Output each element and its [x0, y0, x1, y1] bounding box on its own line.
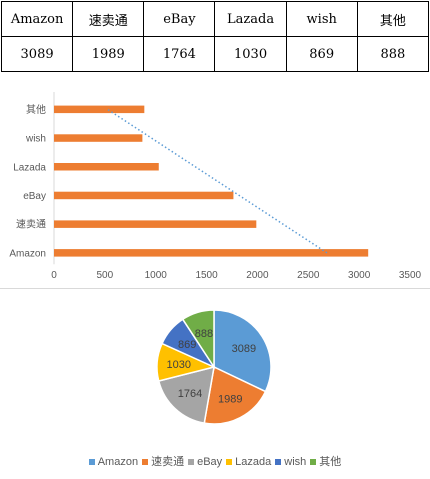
pie-data-label: 1030 — [167, 359, 191, 371]
table-header-cell: Amazon — [0, 1, 74, 37]
bar — [54, 134, 143, 142]
category-label: 速卖通 — [16, 219, 46, 231]
table-cell: 1764 — [143, 36, 216, 72]
x-tick-label: 2000 — [246, 270, 269, 281]
legend-label: Amazon — [97, 456, 139, 468]
legend-label: Lazada — [235, 456, 272, 468]
legend-swatch — [310, 459, 317, 466]
legend-label: 其他 — [319, 456, 342, 468]
legend-item: 速卖通 — [142, 453, 184, 469]
legend-swatch — [88, 459, 95, 466]
pie-data-label: 888 — [195, 328, 213, 340]
category-label: Lazada — [13, 162, 46, 173]
pie-data-label: 1764 — [178, 388, 202, 400]
table-cell: 3089 — [0, 36, 74, 72]
legend-item: wish — [275, 456, 306, 468]
table-row: 3089 1989 1764 1030 869 888 — [0, 36, 430, 72]
legend-swatch — [275, 459, 282, 466]
legend-swatch — [226, 459, 233, 466]
bar — [54, 105, 145, 114]
legend-label: 速卖通 — [151, 456, 185, 468]
pie-data-label: 3089 — [232, 343, 256, 355]
pie-slice — [181, 309, 215, 370]
table-cell: 1989 — [72, 36, 145, 72]
divider — [0, 288, 430, 289]
table-header-cell: 其他 — [356, 1, 430, 37]
legend-item: Lazada — [226, 456, 271, 468]
bar — [54, 249, 369, 257]
x-tick-label: 3000 — [348, 270, 371, 281]
table-cell: 888 — [356, 36, 430, 72]
table-header-cell: eBay — [143, 1, 216, 37]
category-label: eBay — [23, 191, 46, 202]
pie-data-label: 869 — [178, 339, 196, 351]
legend-swatch — [142, 459, 149, 466]
data-table: Amazon 速卖通 eBay Lazada wish 其他 3089 1989… — [0, 1, 430, 72]
legend-label: eBay — [197, 456, 223, 468]
pie-slice — [157, 365, 215, 425]
pie-data-label: 1989 — [218, 393, 242, 405]
table-header-cell: wish — [285, 1, 358, 37]
bar — [54, 163, 159, 171]
bar — [54, 220, 257, 228]
legend-item: eBay — [188, 456, 222, 468]
table-header-cell: Lazada — [214, 1, 287, 37]
pie-slice — [203, 365, 267, 425]
table-cell: 869 — [285, 36, 358, 72]
category-label: wish — [25, 134, 46, 145]
category-label: Amazon — [9, 248, 46, 259]
x-tick-label: 1500 — [195, 270, 218, 281]
category-label: 其他 — [26, 103, 46, 116]
x-tick-label: 1000 — [145, 270, 168, 281]
x-tick-label: 2500 — [297, 270, 320, 281]
pie-slice — [213, 309, 272, 393]
pie-legend: Amazon 速卖通 eBay Lazada wish 其他 — [0, 453, 430, 469]
table-cell: 1030 — [214, 36, 287, 72]
legend-label: wish — [284, 456, 307, 468]
trendline — [107, 108, 328, 254]
bar — [54, 191, 234, 200]
x-tick-label: 500 — [97, 270, 114, 281]
table-header-cell: 速卖通 — [72, 1, 145, 37]
legend-swatch — [188, 459, 195, 466]
table-header-row: Amazon 速卖通 eBay Lazada wish 其他 — [0, 1, 430, 37]
legend-item: Amazon — [88, 456, 139, 468]
bar-chart: Amazon 速卖通 eBay Lazada wish 其他 0 500 1000 1500 200… — [9, 92, 422, 281]
legend-item: 其他 — [310, 453, 341, 469]
x-tick-label: 3500 — [399, 270, 422, 281]
x-tick-label: 0 — [51, 270, 57, 281]
